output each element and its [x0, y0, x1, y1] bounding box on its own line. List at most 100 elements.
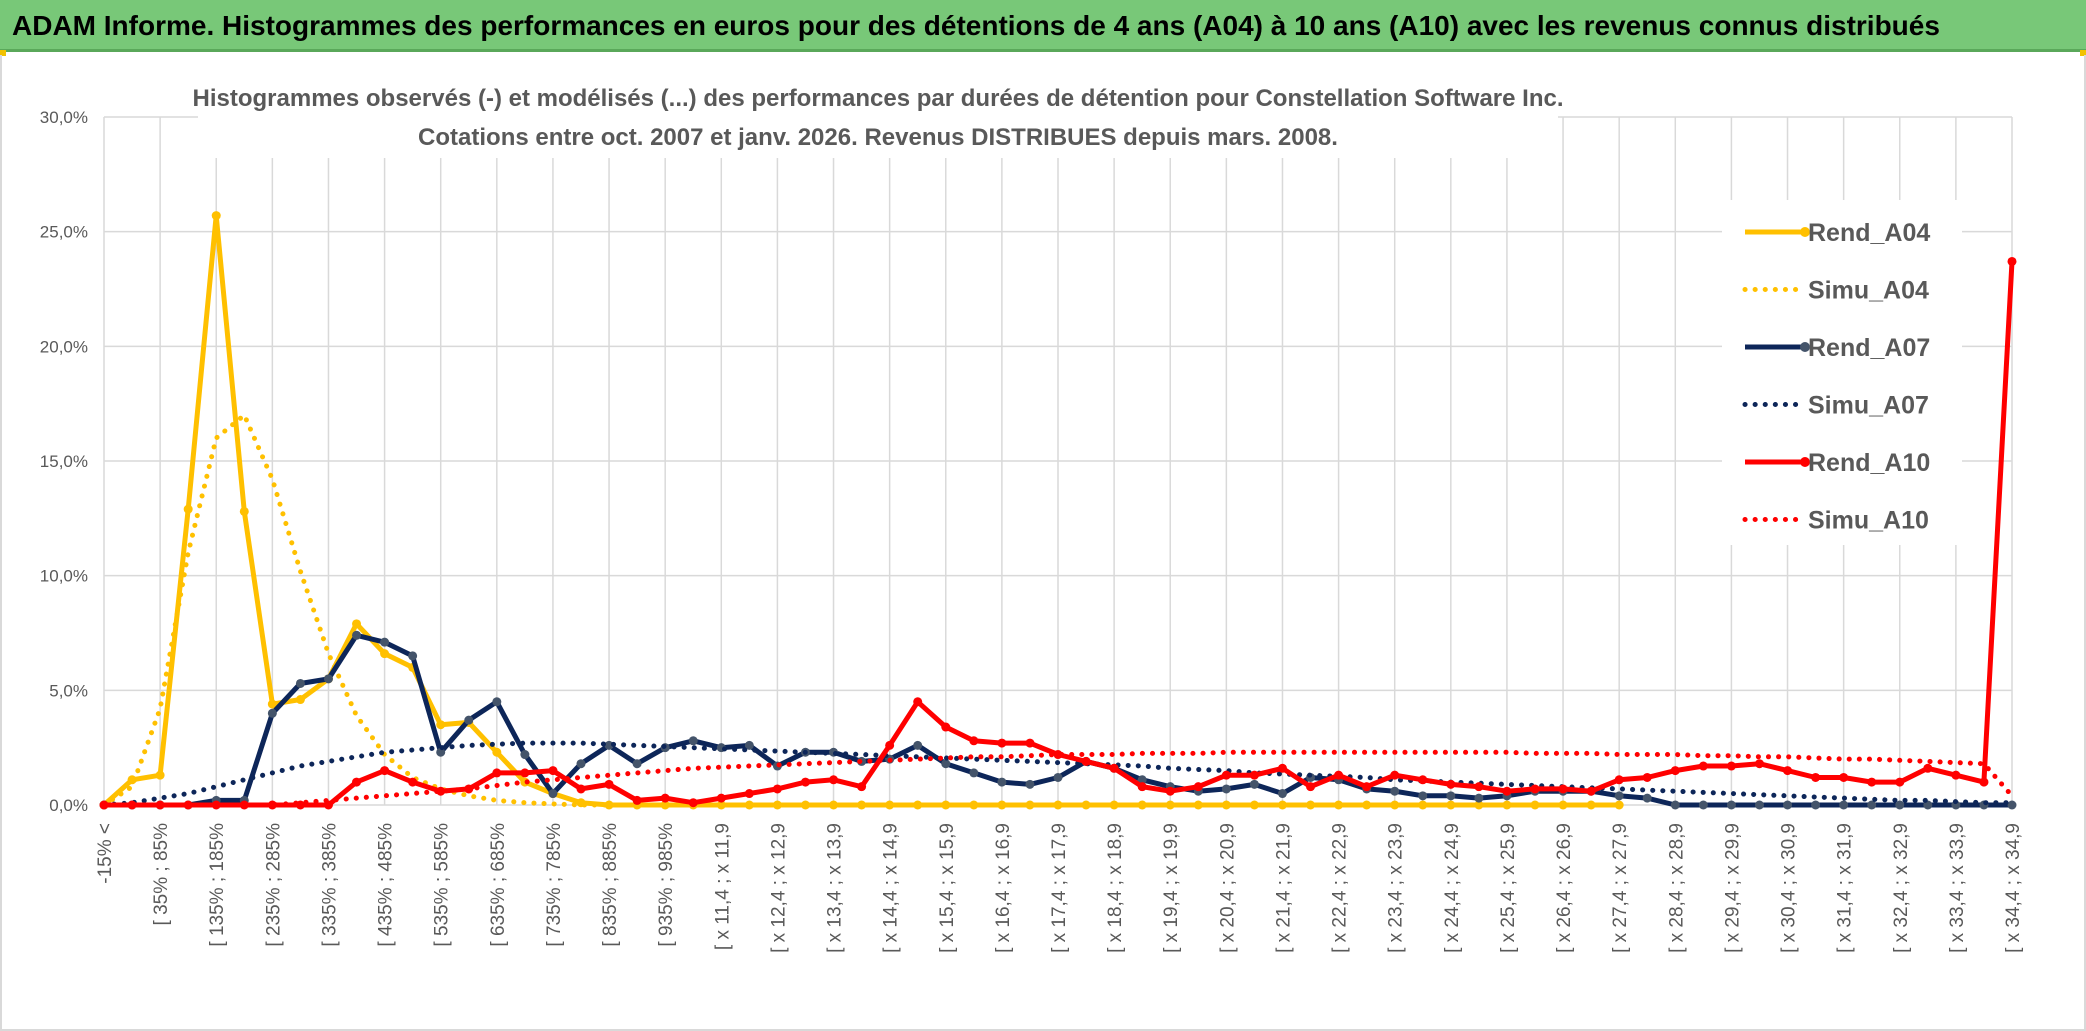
x-tick-label: [ x 18,4 ; x 18,9 [1105, 823, 1126, 953]
data-point-rend_a07 [1726, 800, 1736, 810]
data-point-rend_a10 [380, 766, 390, 776]
x-tick-label: [ x 15,4 ; x 15,9 [937, 823, 958, 953]
y-tick-label: 0,0% [49, 796, 88, 815]
x-tick-label: [ x 34,4 ; x 34,9 [2003, 823, 2024, 953]
legend-label: Simu_A04 [1808, 277, 1929, 305]
data-point-rend_a10 [1390, 770, 1400, 780]
data-point-rend_a10 [1726, 761, 1736, 771]
x-tick-label: [ 435% ; 485% [376, 823, 397, 947]
x-tick-label: [ x 22,4 ; x 22,9 [1330, 823, 1351, 953]
data-point-rend_a07 [1221, 784, 1231, 794]
data-point-rend_a07 [1783, 800, 1793, 810]
data-point-rend_a04 [716, 800, 726, 810]
data-point-rend_a07 [436, 747, 446, 757]
x-tick-label: [ 135% ; 185% [207, 823, 228, 947]
data-point-rend_a07 [688, 736, 698, 746]
data-point-rend_a07 [2007, 800, 2017, 810]
x-tick-label: [ 635% ; 685% [488, 823, 509, 947]
data-point-rend_a07 [464, 715, 474, 725]
x-tick-label: [ x 14,4 ; x 14,9 [881, 823, 902, 953]
chart-title-block: Histogrammes observés (-) et modélisés (… [193, 78, 1564, 158]
data-point-rend_a04 [1614, 800, 1624, 810]
data-point-rend_a07 [267, 708, 277, 718]
data-point-rend_a10 [492, 768, 502, 778]
chart-title-line-1: Histogrammes observés (-) et modélisés (… [193, 85, 1564, 112]
data-point-rend_a10 [969, 736, 979, 746]
data-point-rend_a10 [1025, 738, 1035, 748]
x-tick-label: [ x 11,4 ; x 11,9 [712, 823, 733, 950]
data-point-rend_a04 [352, 619, 362, 629]
data-point-rend_a04 [155, 770, 165, 780]
data-point-rend_a10 [155, 800, 165, 810]
data-point-rend_a10 [1109, 763, 1119, 773]
data-point-rend_a10 [1502, 786, 1512, 796]
x-tick-label: [ x 25,4 ; x 25,9 [1498, 823, 1519, 953]
data-point-rend_a07 [1839, 800, 1849, 810]
series-line-simu_a07 [101, 740, 2015, 808]
data-point-rend_a10 [1193, 782, 1203, 792]
banner-corner-accent-right [2080, 50, 2086, 56]
x-tick-label: [ x 28,4 ; x 28,9 [1666, 823, 1687, 953]
series-line-simu_a04 [101, 412, 1622, 808]
data-point-rend_a07 [1670, 800, 1680, 810]
x-tick-label: [ x 30,4 ; x 30,9 [1779, 823, 1800, 953]
data-point-rend_a10 [941, 722, 951, 732]
data-point-rend_a10 [660, 793, 670, 803]
data-point-rend_a10 [1362, 782, 1372, 792]
data-point-rend_a10 [688, 798, 698, 808]
chart-frame [0, 55, 2086, 1031]
data-point-rend_a04 [1249, 800, 1259, 810]
data-point-rend_a07 [1642, 793, 1652, 803]
data-point-rend_a10 [1867, 777, 1877, 787]
data-point-rend_a10 [1642, 772, 1652, 782]
x-tick-label: [ 335% ; 385% [319, 823, 340, 947]
data-point-rend_a10 [1053, 750, 1063, 760]
x-tick-label: [ x 12,4 ; x 12,9 [768, 823, 789, 953]
x-tick-label: [ x 13,4 ; x 13,9 [825, 823, 846, 953]
axes: 0,0% 5,0% 10,0% 15,0% 20,0% 25,0% 30,0% -15% < [… [40, 108, 2024, 953]
x-tick-label: [ 935% ; 985% [656, 823, 677, 947]
data-point-rend_a10 [1670, 766, 1680, 776]
x-tick-label: [ x 31,4 ; x 31,9 [1835, 823, 1856, 953]
data-point-rend_a07 [352, 630, 362, 640]
y-tick-label: 5,0% [49, 681, 88, 700]
data-point-rend_a10 [1979, 777, 1989, 787]
x-tick-label: -15% < [95, 823, 116, 884]
data-point-rend_a04 [492, 747, 502, 757]
data-point-rend_a10 [1081, 756, 1091, 766]
legend-marker [1800, 457, 1810, 467]
legend: Rend_A04 Simu_A04 Rend_A07 Simu_A07 Rend_A10… [1722, 200, 1962, 545]
data-point-rend_a10 [744, 789, 754, 799]
x-tick-label: [ x 20,4 ; x 20,9 [1217, 823, 1238, 953]
data-point-rend_a04 [239, 506, 249, 516]
data-point-rend_a07 [1867, 800, 1877, 810]
data-point-rend_a10 [1923, 763, 1933, 773]
data-point-rend_a07 [1895, 800, 1905, 810]
data-point-rend_a04 [1474, 800, 1484, 810]
series-line-rend_a04 [101, 213, 1622, 808]
data-point-rend_a07 [1614, 791, 1624, 801]
data-point-rend_a07 [1754, 800, 1764, 810]
data-point-rend_a07 [380, 637, 390, 647]
data-point-rend_a04 [1502, 800, 1512, 810]
data-point-rend_a10 [604, 779, 614, 789]
data-point-rend_a10 [408, 777, 418, 787]
data-point-rend_a07 [632, 759, 642, 769]
data-point-rend_a04 [1221, 800, 1231, 810]
data-point-rend_a04 [604, 800, 614, 810]
x-tick-label: [ 35% ; 85% [151, 823, 172, 926]
data-point-rend_a04 [436, 720, 446, 730]
series-lines [99, 211, 2017, 810]
data-point-rend_a07 [969, 768, 979, 778]
data-point-rend_a10 [1249, 770, 1259, 780]
data-point-rend_a10 [885, 740, 895, 750]
x-tick-label: [ x 19,4 ; x 19,9 [1161, 823, 1182, 953]
data-point-rend_a10 [1811, 772, 1821, 782]
legend-background [1722, 200, 1962, 545]
legend-marker [1800, 342, 1810, 352]
data-point-rend_a07 [323, 674, 333, 684]
data-point-rend_a04 [380, 649, 390, 659]
legend-label: Rend_A07 [1808, 334, 1930, 362]
data-point-rend_a07 [1025, 779, 1035, 789]
data-point-rend_a10 [1951, 770, 1961, 780]
